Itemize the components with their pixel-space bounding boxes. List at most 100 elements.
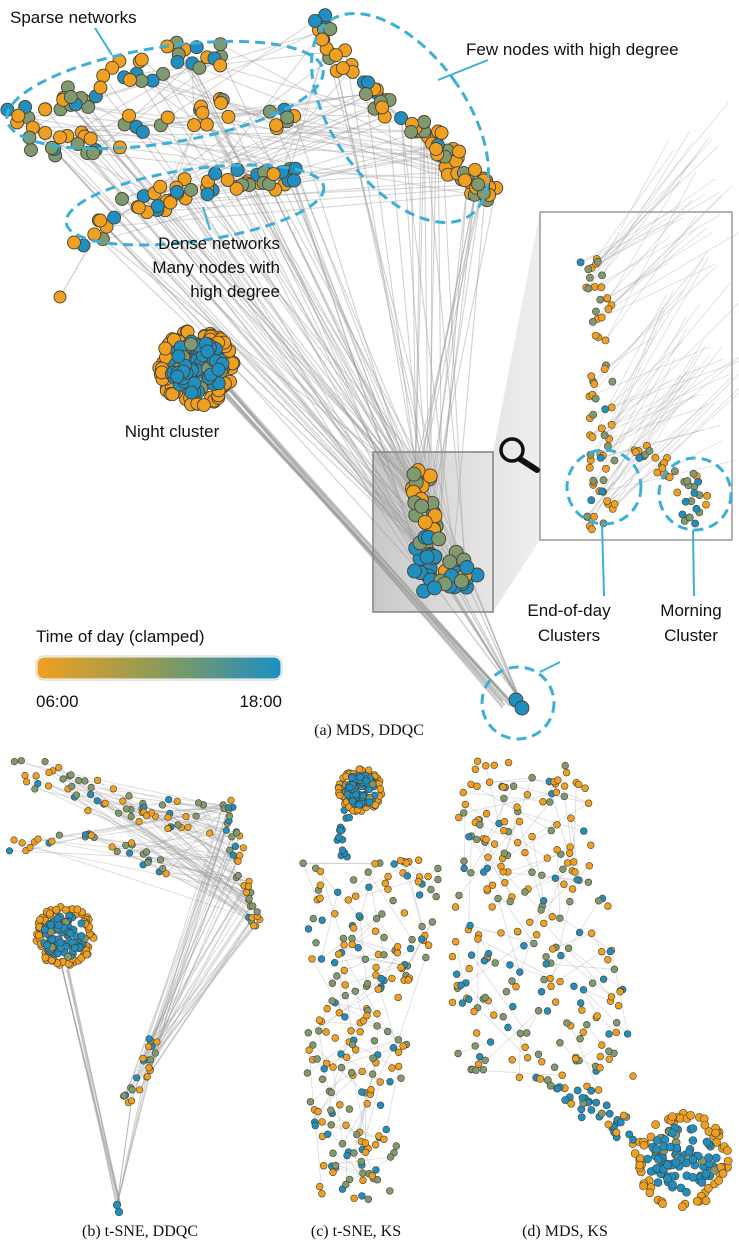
graph-node xyxy=(461,800,469,809)
graph-node xyxy=(397,963,405,972)
graph-node xyxy=(393,942,402,951)
graph-edge xyxy=(116,1045,152,1206)
graph-node xyxy=(313,1055,321,1063)
graph-node xyxy=(473,782,481,790)
graph-node xyxy=(460,864,468,873)
graph-edge xyxy=(26,781,245,887)
graph-node xyxy=(500,794,508,803)
cluster-node xyxy=(663,1174,672,1183)
cluster-node xyxy=(711,1153,721,1163)
graph-node xyxy=(553,821,561,829)
graph-node xyxy=(500,849,508,857)
graph-edge xyxy=(338,930,376,955)
graph-edge xyxy=(568,947,623,990)
graph-node xyxy=(476,820,484,829)
graph-node xyxy=(316,894,324,902)
graph-node xyxy=(324,1130,332,1139)
graph-node xyxy=(574,780,583,789)
graph-node xyxy=(48,837,56,845)
graph-node xyxy=(583,1020,591,1029)
graph-node xyxy=(506,897,514,906)
graph-node xyxy=(373,1010,381,1018)
graph-node xyxy=(361,955,369,963)
end-of-day-label: End-of-day xyxy=(527,601,611,620)
cluster-node xyxy=(184,337,198,352)
graph-edge xyxy=(220,43,479,185)
inset-node xyxy=(576,258,585,267)
graph-edge xyxy=(591,193,705,269)
graph-node xyxy=(587,841,595,849)
graph-node xyxy=(356,1028,364,1036)
graph-node xyxy=(120,1092,128,1100)
graph-node xyxy=(539,896,548,905)
graph-node xyxy=(484,853,492,861)
zoom-inset-frame xyxy=(539,211,733,541)
cluster-node xyxy=(356,773,364,781)
graph-node xyxy=(468,162,482,177)
graph-node xyxy=(497,862,505,870)
graph-node xyxy=(127,812,135,821)
graph-node xyxy=(546,1081,555,1090)
graph-node xyxy=(587,1086,596,1095)
graph-node xyxy=(422,953,430,962)
graph-node xyxy=(448,998,457,1007)
graph-edge xyxy=(228,93,366,118)
graph-edge xyxy=(414,131,425,496)
graph-node xyxy=(357,1157,365,1166)
graph-node xyxy=(567,814,575,822)
graph-edge xyxy=(611,250,709,408)
graph-edge xyxy=(37,783,239,876)
inset-node xyxy=(596,453,605,462)
sparse-networks-label: Sparse networks xyxy=(10,8,137,27)
graph-node xyxy=(540,919,548,928)
caption-d: (d) MDS, KS xyxy=(522,1223,608,1240)
graph-node xyxy=(315,1027,323,1035)
graph-node xyxy=(557,951,565,960)
graph-edge xyxy=(63,97,418,492)
cluster-node xyxy=(369,780,377,788)
cluster-node xyxy=(53,914,62,923)
graph-node xyxy=(38,125,53,140)
graph-node xyxy=(266,167,281,182)
graph-edge xyxy=(589,156,697,278)
graph-edge xyxy=(592,294,667,438)
panel-d-nodes xyxy=(448,757,733,1211)
graph-edge xyxy=(485,765,500,824)
graph-node xyxy=(122,108,136,123)
graph-edge xyxy=(148,830,227,1047)
graph-node xyxy=(551,998,560,1006)
cluster-node xyxy=(704,1153,714,1162)
graph-edge xyxy=(207,29,325,182)
graph-node xyxy=(481,993,489,1002)
graph-edge xyxy=(600,376,693,459)
graph-node xyxy=(607,993,616,1001)
graph-node xyxy=(112,1200,122,1210)
graph-node xyxy=(93,80,108,95)
graph-node xyxy=(345,813,353,822)
legend-max-label: 18:00 xyxy=(239,692,282,711)
graph-edge xyxy=(303,862,376,865)
graph-node xyxy=(597,947,606,956)
graph-node xyxy=(361,1148,370,1157)
graph-node xyxy=(577,1113,586,1122)
graph-edge xyxy=(600,370,690,459)
cluster-node xyxy=(64,952,72,961)
dense-ring xyxy=(64,163,326,247)
graph-node xyxy=(67,235,81,250)
graph-node xyxy=(340,941,348,949)
graph-edge xyxy=(318,978,382,1032)
inset-node xyxy=(692,504,701,513)
graph-edge xyxy=(125,809,229,1096)
cluster-node xyxy=(688,1155,698,1164)
graph-node xyxy=(213,37,228,52)
inset-node xyxy=(694,477,703,486)
graph-node xyxy=(359,1017,368,1025)
graph-node xyxy=(182,812,190,821)
graph-node xyxy=(371,860,379,868)
graph-edge xyxy=(310,1072,352,1103)
graph-edge xyxy=(156,875,239,1043)
graph-edge xyxy=(589,357,676,527)
graph-node xyxy=(465,995,473,1003)
graph-node xyxy=(144,859,152,867)
graph-node xyxy=(397,1074,405,1083)
